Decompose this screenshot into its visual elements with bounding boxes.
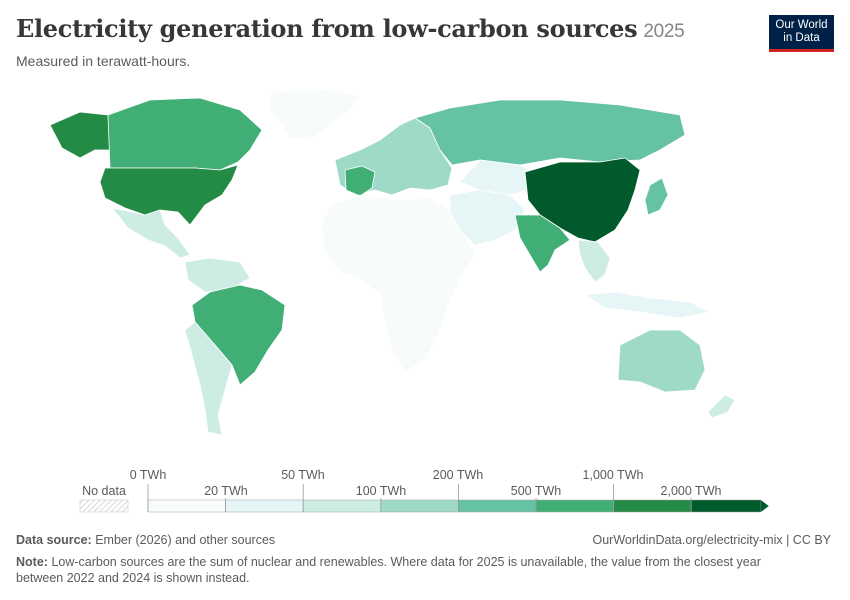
logo-line-2: in Data xyxy=(783,32,820,44)
legend-bin-7[interactable] xyxy=(690,499,762,513)
region-australia[interactable] xyxy=(617,329,706,393)
chart-title: Electricity generation from low-carbon s… xyxy=(16,14,685,43)
legend-bin-0[interactable] xyxy=(147,499,226,513)
region-new-zealand[interactable] xyxy=(707,394,736,419)
region-mexico[interactable] xyxy=(111,207,191,259)
region-colombia-venezuela[interactable] xyxy=(184,257,251,293)
legend-no-data-swatch xyxy=(79,499,129,513)
region-africa[interactable] xyxy=(321,194,476,373)
data-source-text[interactable]: Ember (2026) and other sources xyxy=(95,533,276,547)
legend-no-data-label: No data xyxy=(82,484,126,498)
legend-label-200: 200 TWh xyxy=(433,468,484,482)
legend-label-20: 20 TWh xyxy=(204,484,248,498)
legend-bin-5[interactable] xyxy=(535,499,614,513)
legend-color-bins xyxy=(147,499,769,513)
region-japan[interactable] xyxy=(644,177,669,216)
legend-bin-4[interactable] xyxy=(458,499,537,513)
legend-ticks xyxy=(147,484,692,512)
region-alaska[interactable] xyxy=(49,111,111,159)
region-greenland[interactable] xyxy=(269,89,361,141)
region-united-states[interactable] xyxy=(99,164,239,226)
map-legend: No data 0 TWh 20 TWh 50 TWh 100 TWh 200 … xyxy=(79,468,769,513)
logo-line-1: Our World xyxy=(775,19,828,31)
legend-label-0: 0 TWh xyxy=(130,468,167,482)
legend-label-2000: 2,000 TWh xyxy=(661,484,722,498)
legend-bin-6[interactable] xyxy=(613,499,692,513)
data-source: Data source: Ember (2026) and other sour… xyxy=(16,533,275,547)
region-southeast-asia[interactable] xyxy=(577,239,611,283)
legend-bin-3[interactable] xyxy=(380,499,459,513)
data-source-label: Data source: xyxy=(16,533,92,547)
region-russia[interactable] xyxy=(414,99,686,166)
region-india[interactable] xyxy=(514,214,571,273)
legend-bin-1[interactable] xyxy=(225,499,304,513)
chart-note: Note: Low-carbon sources are the sum of … xyxy=(16,554,806,586)
world-map xyxy=(49,89,736,436)
region-central-asia[interactable] xyxy=(459,159,541,196)
legend-label-500: 500 TWh xyxy=(511,484,562,498)
legend-label-50: 50 TWh xyxy=(281,468,325,482)
region-france[interactable] xyxy=(344,165,376,197)
note-label: Note: xyxy=(16,555,48,569)
owid-logo[interactable]: Our World in Data xyxy=(769,15,834,52)
note-text: Low-carbon sources are the sum of nuclea… xyxy=(16,555,761,585)
region-canada[interactable] xyxy=(107,97,263,171)
title-year: 2025 xyxy=(643,21,685,42)
region-indonesia[interactable] xyxy=(584,291,711,319)
legend-arrow xyxy=(760,500,769,512)
legend-label-100: 100 TWh xyxy=(356,484,407,498)
source-url[interactable]: OurWorldinData.org/electricity-mix | CC … xyxy=(592,533,832,547)
title-text: Electricity generation from low-carbon s… xyxy=(16,14,638,43)
legend-bin-2[interactable] xyxy=(302,499,382,513)
chart-subtitle: Measured in terawatt-hours. xyxy=(16,53,191,69)
region-argentina[interactable] xyxy=(184,321,233,436)
legend-label-1000: 1,000 TWh xyxy=(583,468,644,482)
